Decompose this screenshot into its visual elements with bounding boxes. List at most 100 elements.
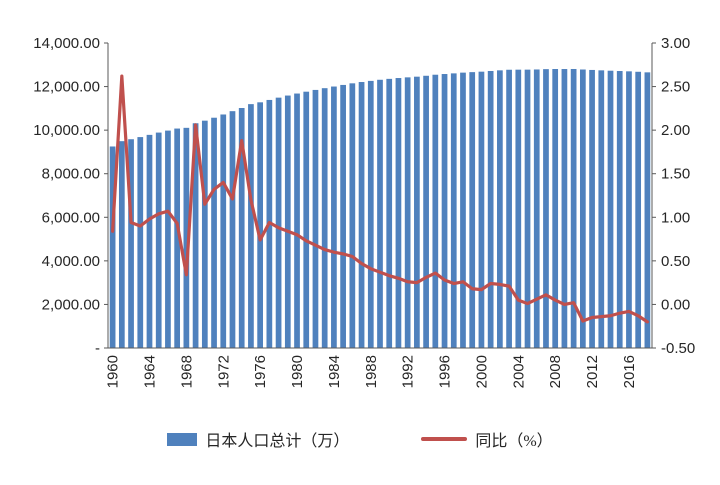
bar: [616, 71, 623, 349]
right-axis-tick-labels: -0.50 0.00 0.50 1.00 1.50 2.00 2.50 3.00: [652, 35, 695, 357]
bar: [469, 72, 476, 348]
line-series-swatch-icon: [421, 437, 468, 441]
bar: [478, 71, 485, 349]
x-axis-tick-label: 1968: [178, 355, 195, 388]
bar: [312, 89, 319, 349]
bar: [404, 77, 411, 349]
chart-legend: 日本人口总计（万） 同比（%）: [0, 424, 720, 454]
bar: [423, 75, 429, 349]
right-axis-tick-label: -0.50: [661, 340, 695, 357]
x-axis-tick-label: 1996: [437, 355, 454, 388]
x-axis-tick-label: 1984: [326, 355, 343, 388]
bar: [497, 70, 503, 348]
x-axis-tick-label: 1964: [141, 355, 158, 388]
bar: [340, 84, 346, 348]
bar: [561, 69, 568, 348]
bar: [155, 132, 162, 348]
bar: [386, 78, 393, 349]
bar: [589, 69, 595, 348]
axes: [107, 43, 653, 349]
legend-item-yoy: 同比（%）: [421, 427, 553, 451]
bar: [284, 95, 291, 348]
population-bar-series: [109, 68, 651, 349]
bar: [331, 86, 337, 348]
x-axis-tick-label: 1960: [105, 355, 122, 388]
bar: [487, 70, 494, 349]
bar: [607, 70, 614, 349]
bar: [524, 69, 531, 348]
x-axis-tick-label: 1992: [400, 355, 417, 388]
x-axis-tick-label: 1976: [252, 355, 269, 388]
x-axis-tick-label: 1980: [289, 355, 306, 388]
left-axis-tick-label: 14,000.00: [33, 35, 100, 52]
x-axis-tick-label: 2000: [473, 355, 490, 388]
x-axis-tick-label: 2012: [584, 355, 601, 388]
right-axis-tick-label: 0.00: [661, 296, 690, 313]
bar: [192, 123, 199, 349]
bar: [137, 137, 144, 348]
right-axis-tick-label: 2.50: [661, 79, 690, 96]
right-axis-tick-label: 1.50: [661, 166, 690, 183]
bar: [109, 146, 116, 348]
bar: [543, 69, 549, 348]
bar: [275, 97, 282, 348]
bar: [146, 134, 153, 348]
bar: [552, 69, 559, 348]
bar: [201, 120, 208, 348]
left-axis-tick-label: 8,000.00: [42, 166, 100, 183]
legend-label-population: 日本人口总计（万）: [205, 433, 350, 450]
bar: [377, 79, 383, 349]
left-axis-tick-label: 12,000.00: [33, 79, 100, 96]
bar: [174, 128, 181, 348]
right-axis-tick-label: 2.00: [661, 122, 690, 139]
bar: [229, 111, 236, 348]
right-axis-tick-label: 0.50: [661, 253, 690, 270]
bar: [644, 72, 651, 348]
left-axis-tick-label: 10,000.00: [33, 122, 100, 139]
bar: [432, 74, 439, 348]
bar: [238, 108, 245, 348]
bar: [165, 130, 171, 348]
left-axis-tick-labels: - 2,000.00 4,000.00 6,000.00 8,000.00 10,000.…: [33, 35, 108, 357]
left-axis-tick-label: 4,000.00: [42, 253, 100, 270]
bar: [321, 88, 328, 349]
bar: [294, 93, 300, 348]
right-axis-tick-label: 1.00: [661, 209, 690, 226]
legend-item-population: 日本人口总计（万）: [167, 427, 349, 451]
bar: [414, 76, 420, 349]
yoy-line-series: [111, 74, 649, 324]
bar: [395, 78, 402, 348]
bar: [460, 72, 466, 348]
x-axis-tick-labels: 1960 1964 1968 1972 1976 1980 1984 1988 1992 1996…: [105, 355, 638, 388]
bar: [303, 91, 310, 348]
bar: [367, 80, 374, 348]
x-axis-tick-label: 2008: [547, 355, 564, 388]
bar: [533, 69, 540, 348]
left-axis-tick-label: -: [95, 340, 100, 357]
bar: [441, 74, 448, 349]
bar: [515, 69, 522, 349]
legend-label-yoy: 同比（%）: [475, 433, 553, 450]
x-axis-tick-label: 2016: [621, 355, 638, 388]
bar: [450, 73, 457, 349]
bar: [579, 69, 586, 348]
bar: [570, 68, 577, 349]
bar: [211, 117, 217, 348]
bar: [183, 127, 190, 348]
bar: [598, 70, 605, 348]
bar: [626, 71, 632, 348]
right-axis-tick-label: 3.00: [661, 35, 690, 52]
x-axis-tick-label: 1972: [215, 355, 232, 388]
bar: [220, 114, 227, 348]
left-axis-tick-label: 6,000.00: [42, 209, 100, 226]
bar: [349, 83, 356, 348]
bar: [506, 69, 512, 348]
x-axis-tick-label: 1988: [363, 355, 380, 388]
bar: [358, 82, 365, 349]
bar: [118, 141, 125, 348]
left-axis-tick-label: 2,000.00: [42, 296, 100, 313]
bar: [128, 139, 134, 348]
bar: [248, 104, 254, 348]
x-axis-tick-label: 2004: [510, 355, 527, 388]
